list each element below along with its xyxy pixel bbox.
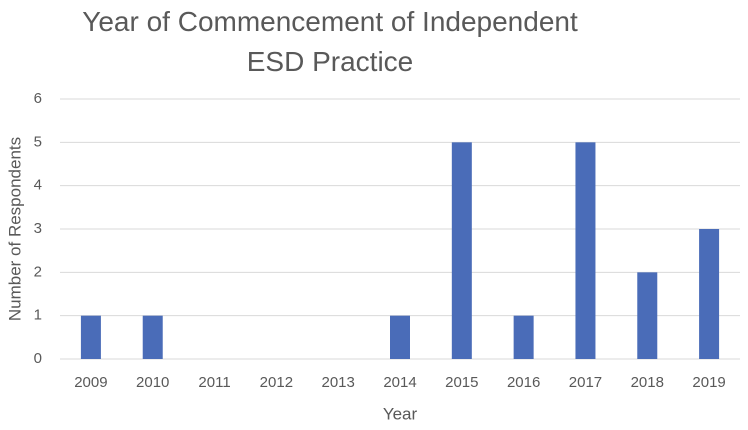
x-tick-label: 2014: [383, 374, 416, 391]
x-tick-label: 2013: [321, 374, 354, 391]
x-tick-label: 2011: [198, 374, 230, 391]
y-tick-label: 3: [34, 220, 42, 237]
bar: [80, 315, 101, 359]
x-tick-label: 2018: [631, 374, 664, 391]
y-tick-label: 5: [34, 133, 42, 150]
y-axis-title: Number of Respondents: [5, 137, 24, 321]
y-tick-label: 4: [34, 177, 42, 194]
bar: [142, 315, 163, 359]
x-tick-label: 2009: [74, 374, 107, 391]
bar: [390, 315, 410, 359]
chart-title: Year of Commencement of Independent ESD …: [82, 6, 578, 77]
bar: [575, 142, 596, 359]
bar: [637, 272, 658, 359]
bar: [699, 229, 720, 359]
y-tick-label: 6: [34, 90, 42, 107]
y-tick-label: 1: [34, 307, 42, 324]
x-axis-title: Year: [383, 404, 418, 423]
y-tick-label: 0: [34, 350, 42, 367]
x-tick-label: 2010: [136, 374, 169, 391]
y-tick-label: 2: [34, 263, 42, 280]
x-tick-label: 2017: [569, 374, 602, 391]
x-tick-label: 2019: [692, 374, 725, 391]
x-tick-label: 2015: [445, 374, 478, 391]
x-tick-label: 2016: [507, 374, 540, 391]
x-tick-label: 2012: [260, 374, 293, 391]
bar: [451, 142, 472, 359]
bar: [513, 315, 534, 359]
